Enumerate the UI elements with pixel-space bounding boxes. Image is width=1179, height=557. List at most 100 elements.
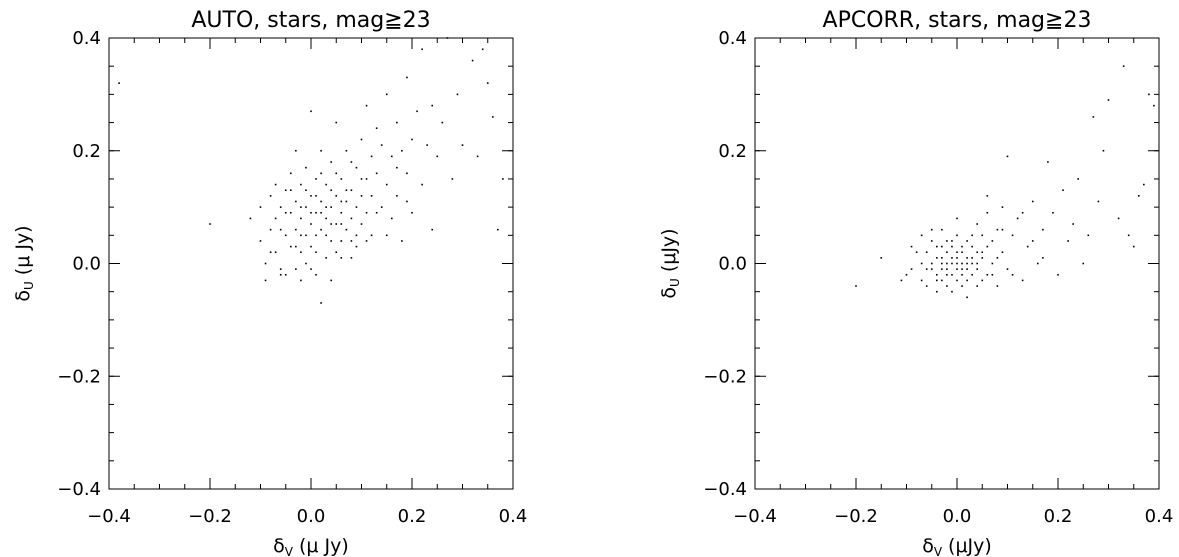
data-point	[1021, 279, 1024, 282]
x-tick-label: −0.2	[834, 506, 878, 527]
data-point	[340, 240, 343, 242]
y-axis-subscript: U	[668, 278, 682, 287]
data-point	[1031, 240, 1034, 242]
data-point	[1127, 234, 1130, 237]
data-point	[956, 257, 958, 259]
x-axis-label: δV (μ Jy)	[273, 535, 349, 557]
data-point	[300, 206, 302, 208]
data-point	[461, 144, 464, 146]
data-point	[900, 279, 903, 282]
data-point	[320, 200, 322, 203]
data-point	[340, 178, 343, 180]
data-point	[330, 206, 332, 208]
data-point	[320, 228, 322, 231]
data-point	[961, 245, 963, 248]
data-point	[284, 234, 287, 237]
data-point	[1062, 189, 1064, 192]
data-point	[360, 195, 363, 197]
data-point	[1087, 234, 1090, 237]
data-point	[1067, 240, 1069, 242]
data-point	[330, 223, 332, 225]
y-tick-label: 0.2	[718, 141, 747, 162]
data-point	[456, 93, 459, 96]
data-point	[310, 268, 312, 270]
data-point	[1153, 104, 1155, 107]
x-tick-label: 0.4	[1145, 506, 1174, 527]
data-point	[930, 240, 933, 242]
data-point	[492, 116, 494, 118]
data-point	[976, 223, 978, 225]
data-point	[471, 59, 474, 62]
data-point	[996, 257, 999, 259]
data-point	[910, 245, 913, 248]
data-point	[946, 268, 948, 270]
data-point	[941, 245, 943, 248]
data-point	[365, 240, 368, 242]
data-point	[946, 273, 948, 276]
data-point	[1122, 65, 1125, 67]
data-point	[1042, 257, 1044, 259]
data-point	[340, 223, 343, 225]
data-point	[971, 245, 973, 248]
data-point	[295, 200, 297, 203]
data-point	[305, 262, 307, 265]
data-point	[981, 279, 984, 282]
data-point	[1138, 195, 1140, 197]
data-point	[396, 195, 398, 197]
data-point	[401, 149, 403, 152]
data-point	[335, 223, 338, 225]
data-point	[340, 200, 343, 203]
y-tick-label: −0.2	[703, 366, 747, 387]
data-point	[971, 262, 973, 265]
data-point	[279, 268, 282, 270]
data-point	[961, 251, 963, 254]
data-point	[325, 234, 327, 237]
data-point	[941, 279, 943, 282]
data-point	[991, 240, 994, 242]
data-point	[946, 240, 948, 242]
data-point	[325, 183, 327, 186]
data-point	[915, 251, 918, 254]
data-point	[991, 262, 994, 265]
data-point	[930, 262, 933, 265]
y-axis-label: δU (μ Jy)	[12, 225, 36, 301]
data-point	[310, 245, 312, 248]
data-point	[396, 121, 398, 124]
data-point	[991, 273, 994, 276]
y-axis-subscript: U	[22, 281, 36, 290]
data-point	[290, 211, 292, 214]
data-point	[209, 223, 211, 225]
data-point	[1006, 155, 1009, 158]
data-point	[325, 206, 327, 208]
data-point	[310, 195, 312, 197]
y-tick-label: 0.2	[72, 141, 101, 162]
x-tick-label: −0.4	[87, 506, 131, 527]
data-point	[380, 206, 383, 208]
data-point	[335, 195, 338, 197]
data-point	[295, 245, 297, 248]
data-point	[956, 234, 958, 237]
data-point	[1031, 200, 1034, 203]
data-point	[1117, 217, 1120, 220]
data-point	[118, 82, 120, 84]
y-tick-label: 0.4	[72, 28, 101, 49]
data-point	[295, 228, 297, 231]
data-point	[1001, 228, 1004, 231]
data-point	[279, 206, 282, 208]
data-point	[502, 178, 504, 180]
data-point	[370, 234, 373, 237]
data-point	[1107, 99, 1110, 101]
data-point	[855, 285, 857, 287]
data-point	[956, 268, 958, 270]
data-point	[249, 217, 252, 220]
data-point	[961, 273, 963, 276]
y-tick-label: 0.4	[718, 28, 747, 49]
data-point	[320, 149, 322, 152]
data-point	[1001, 206, 1004, 208]
data-point	[350, 161, 353, 163]
data-point	[340, 257, 343, 259]
chart-title: AUTO, stars, mag≧23	[191, 8, 430, 33]
data-point	[951, 245, 953, 248]
data-point	[396, 166, 398, 169]
data-point	[325, 217, 327, 220]
